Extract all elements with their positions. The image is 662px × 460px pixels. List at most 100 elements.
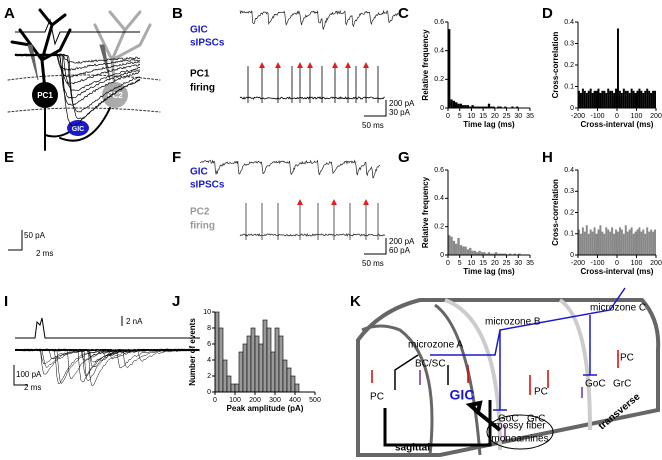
trace — [239, 9, 400, 30]
bar — [485, 106, 488, 108]
y-tick-label: 10 — [203, 309, 211, 316]
label: transverse — [597, 391, 643, 432]
bar — [457, 103, 460, 108]
bar — [492, 253, 495, 255]
bar — [652, 231, 655, 255]
bar — [578, 229, 580, 255]
x-tick-label: 15 — [479, 113, 487, 120]
bar — [476, 252, 479, 255]
bar — [462, 105, 465, 108]
bar — [603, 90, 606, 108]
scale-bar — [8, 230, 23, 251]
bar — [578, 90, 580, 108]
bar — [226, 375, 232, 393]
bar — [648, 90, 651, 108]
bar — [214, 311, 220, 393]
label: PC1 — [37, 91, 53, 100]
y-tick-label: 0.4 — [434, 48, 444, 55]
x-tick-label: 0 — [615, 113, 619, 120]
y-tick-label: 0 — [207, 389, 211, 396]
y-tick-label: 0.4 — [564, 167, 574, 174]
x-axis-label: Peak amplitude (pA) — [227, 404, 304, 413]
bar — [222, 359, 228, 393]
marker — [275, 62, 281, 68]
bar — [459, 103, 463, 108]
bar — [464, 105, 467, 108]
bar — [587, 233, 590, 255]
bar — [630, 88, 633, 108]
y-axis-label: Relative frequency — [421, 176, 430, 248]
x-tick-label: 20 — [491, 260, 499, 267]
y-tick-label: 0.2 — [434, 224, 444, 231]
y-tick-label: 0.2 — [564, 62, 574, 69]
x-tick-label: 10 — [468, 260, 476, 267]
panel-letter: K — [350, 293, 361, 310]
bar — [607, 229, 610, 255]
y-axis-label: Cross-correlation — [551, 179, 560, 246]
bar — [579, 233, 582, 255]
x-tick-label: 5 — [458, 113, 462, 120]
bar — [270, 351, 276, 393]
bar — [487, 103, 491, 108]
label: sIPSCs — [190, 38, 225, 49]
marker — [345, 62, 351, 68]
bar — [234, 383, 240, 393]
y-tick-label: 0.1 — [564, 231, 574, 238]
bar — [448, 235, 451, 255]
scale-label: 2 ms — [36, 249, 53, 258]
y-tick-label: 0.3 — [564, 188, 574, 195]
bar — [490, 253, 493, 255]
y-tick-label: 6 — [207, 341, 211, 348]
bar — [632, 90, 635, 108]
bar — [459, 245, 463, 255]
bar — [455, 102, 458, 108]
bar — [646, 88, 649, 108]
x-tick-label: 200 — [249, 397, 261, 404]
x-tick-label: 200 — [650, 260, 662, 267]
bar — [262, 319, 268, 393]
bar — [455, 243, 458, 255]
scale-bar — [364, 100, 387, 117]
bar — [485, 253, 488, 255]
bar — [504, 106, 507, 108]
bar — [622, 88, 625, 108]
label: PC2 — [190, 207, 210, 218]
bar — [611, 227, 614, 255]
x-tick-label: 5 — [458, 260, 462, 267]
bar — [593, 90, 596, 108]
bar — [511, 106, 514, 108]
bar — [652, 90, 655, 108]
bar — [462, 246, 465, 255]
x-tick-label: 30 — [514, 113, 522, 120]
scale-label: 200 pA — [389, 99, 415, 108]
bar — [640, 90, 643, 108]
x-axis-label: Cross-interval (ms) — [581, 267, 654, 276]
bar — [630, 227, 633, 255]
bar — [636, 229, 639, 255]
bar — [471, 250, 474, 255]
y-tick-label: 0 — [570, 105, 574, 112]
bar — [254, 335, 260, 393]
panel-letter: A — [4, 5, 15, 22]
bar — [644, 233, 647, 255]
label: mossy fiber — [494, 421, 546, 432]
x-tick-label: 20 — [491, 113, 499, 120]
label: PC — [620, 353, 634, 364]
label: GIC — [190, 167, 208, 178]
bar — [624, 225, 627, 255]
label: microzone A — [408, 340, 463, 351]
scale-label: 50 ms — [362, 121, 384, 130]
bar — [585, 92, 588, 108]
bar — [601, 90, 604, 108]
scale-label: 2 ms — [24, 383, 41, 392]
bar — [286, 367, 292, 393]
scale-label: 50 ms — [362, 259, 384, 268]
y-tick-label: 0.2 — [434, 76, 444, 83]
y-tick-label: 0.2 — [564, 209, 574, 216]
label: microzone B — [485, 317, 541, 328]
bar — [480, 106, 484, 108]
bar — [497, 253, 500, 255]
marker — [332, 62, 338, 68]
y-tick-label: 0.3 — [564, 40, 574, 47]
